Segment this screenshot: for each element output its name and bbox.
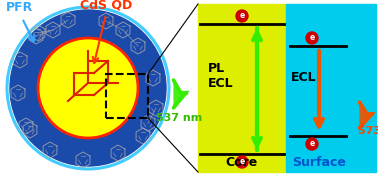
Text: PL
ECL: PL ECL — [208, 62, 234, 90]
Bar — [286, 4, 376, 172]
Text: ECL: ECL — [291, 71, 317, 84]
Bar — [198, 4, 286, 172]
Circle shape — [10, 10, 166, 166]
Text: 573 nm: 573 nm — [358, 126, 378, 136]
Polygon shape — [359, 102, 372, 128]
Text: CdS QD: CdS QD — [80, 0, 132, 11]
Text: Core: Core — [226, 156, 258, 169]
Text: e: e — [309, 33, 314, 42]
Circle shape — [306, 138, 318, 150]
Text: e: e — [309, 140, 314, 149]
Bar — [106, 74, 148, 118]
Circle shape — [306, 32, 318, 44]
Text: PFR: PFR — [6, 1, 33, 14]
Text: e: e — [239, 158, 245, 166]
Circle shape — [38, 38, 138, 138]
Polygon shape — [174, 80, 186, 108]
Text: Surface: Surface — [292, 156, 346, 169]
Text: 537 nm: 537 nm — [156, 113, 202, 123]
Circle shape — [236, 156, 248, 168]
Circle shape — [236, 10, 248, 22]
Text: e: e — [239, 11, 245, 20]
